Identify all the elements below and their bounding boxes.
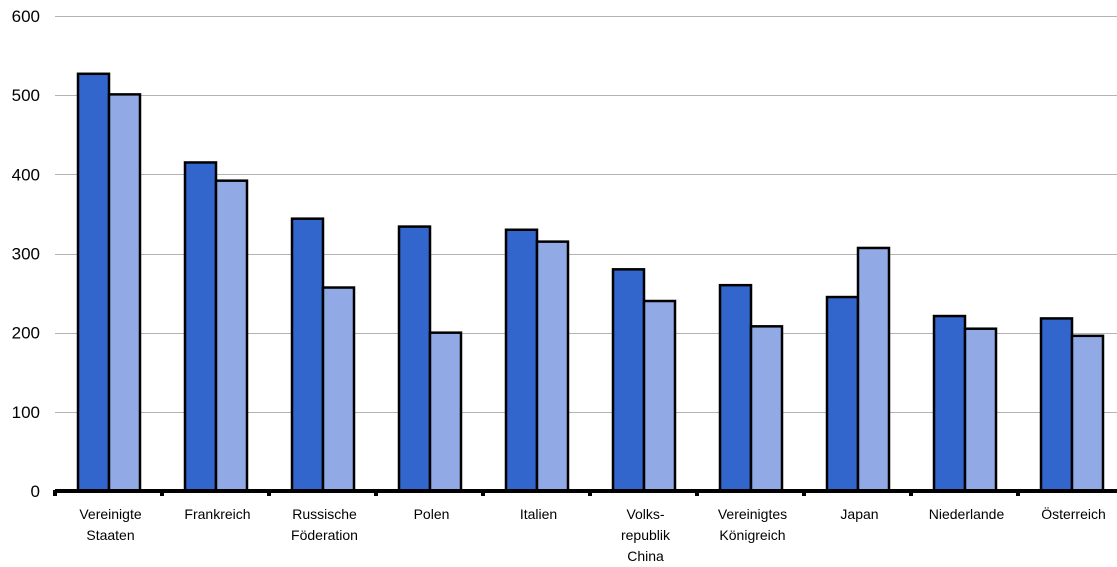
bars [76, 72, 1105, 493]
category-label: Polen [414, 506, 450, 522]
bar [963, 327, 998, 493]
bar [749, 325, 784, 493]
category-label-line: Staaten [86, 527, 134, 543]
y-tick-label: 600 [12, 7, 40, 26]
category-label-line: Volks- [626, 506, 664, 522]
x-axis-category-labels: Vereinigte Staaten Frankreich Russische Föde… [79, 505, 1105, 564]
category-label: Niederlande [929, 506, 1005, 522]
bar [1039, 317, 1074, 493]
category-label-line: Österreich [1041, 505, 1106, 522]
bar [535, 240, 570, 493]
bar [718, 283, 753, 493]
category-label-line: Polen [414, 506, 450, 522]
category-label: Russische Föderation [291, 506, 358, 543]
bar [1070, 334, 1105, 493]
bar [397, 225, 432, 493]
category-label: Italien [520, 506, 557, 522]
bar [183, 161, 218, 493]
category-label-line: Königreich [719, 527, 785, 543]
category-label-line: Japan [840, 506, 878, 522]
category-label: Vereinigte Staaten [79, 506, 141, 543]
category-label-line: Russische [292, 506, 357, 522]
bar [290, 217, 325, 493]
category-label-line: Italien [520, 506, 557, 522]
y-axis-tick-labels: 0 100 200 300 400 500 600 [12, 7, 40, 501]
y-tick-label: 400 [12, 165, 40, 184]
category-label: Frankreich [184, 506, 250, 522]
bar [642, 299, 677, 493]
bar [932, 314, 967, 493]
category-label-line: Niederlande [929, 506, 1005, 522]
y-tick-label: 200 [12, 324, 40, 343]
category-label: Volks-republik China [621, 506, 671, 564]
bar [321, 286, 356, 493]
category-label-line: Frankreich [184, 506, 250, 522]
y-tick-label: 0 [31, 482, 40, 501]
bar [214, 179, 249, 493]
y-tick-label: 100 [12, 403, 40, 422]
category-label-line: Vereinigtes [718, 506, 787, 522]
x-axis [53, 489, 1117, 496]
category-label-line: Vereinigte [79, 506, 141, 522]
bar [825, 295, 860, 493]
category-label-line: China [627, 548, 664, 564]
bar [76, 72, 111, 493]
bar [611, 268, 646, 493]
bar [428, 331, 463, 493]
category-label: Japan [840, 506, 878, 522]
bar [856, 246, 891, 493]
category-label-line: Föderation [291, 527, 358, 543]
bar [107, 93, 142, 493]
y-tick-label: 300 [12, 245, 40, 264]
y-tick-label: 500 [12, 86, 40, 105]
bar [504, 228, 539, 493]
category-label: Österreich [1041, 505, 1106, 522]
category-label-line: republik [621, 527, 671, 543]
category-label: Vereinigtes Königreich [718, 506, 787, 543]
